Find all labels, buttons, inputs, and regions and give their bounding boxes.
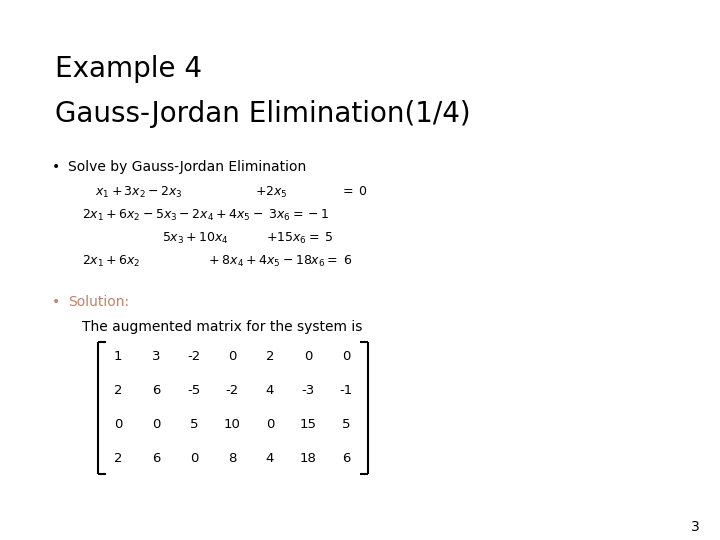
Text: -1: -1 <box>339 384 353 397</box>
Text: -2: -2 <box>187 350 201 363</box>
Text: -3: -3 <box>302 384 315 397</box>
Text: -2: -2 <box>225 384 238 397</box>
Text: Solve by Gauss-Jordan Elimination: Solve by Gauss-Jordan Elimination <box>68 160 306 174</box>
Text: Example 4: Example 4 <box>55 55 202 83</box>
Text: 3: 3 <box>152 350 161 363</box>
Text: 5: 5 <box>190 418 198 431</box>
Text: 0: 0 <box>190 452 198 465</box>
Text: 0: 0 <box>228 350 236 363</box>
Text: 15: 15 <box>300 418 317 431</box>
Text: 18: 18 <box>300 452 316 465</box>
Text: 0: 0 <box>304 350 312 363</box>
Text: 0: 0 <box>342 350 350 363</box>
Text: 4: 4 <box>266 384 274 397</box>
Text: 2: 2 <box>266 350 274 363</box>
Text: 5: 5 <box>342 418 350 431</box>
Text: 2: 2 <box>114 384 122 397</box>
Text: $+2x_5$: $+2x_5$ <box>255 185 288 200</box>
Text: Solution:: Solution: <box>68 295 129 309</box>
Text: 1: 1 <box>114 350 122 363</box>
Text: 6: 6 <box>152 384 160 397</box>
Text: $=\;0$: $=\;0$ <box>340 185 368 198</box>
Text: $x_1+3x_2-2x_3$: $x_1+3x_2-2x_3$ <box>95 185 183 200</box>
Text: -5: -5 <box>187 384 201 397</box>
Text: •: • <box>52 295 60 309</box>
Text: $5x_3+10x_4$: $5x_3+10x_4$ <box>162 231 229 246</box>
Text: 0: 0 <box>152 418 160 431</box>
Text: $2x_1+6x_2$: $2x_1+6x_2$ <box>82 254 140 269</box>
Text: 4: 4 <box>266 452 274 465</box>
Text: 8: 8 <box>228 452 236 465</box>
Text: •: • <box>52 160 60 174</box>
Text: $+\;8x_4+4x_5-18x_6=\;6$: $+\;8x_4+4x_5-18x_6=\;6$ <box>208 254 352 269</box>
Text: 0: 0 <box>266 418 274 431</box>
Text: $+15x_6=\;5$: $+15x_6=\;5$ <box>266 231 333 246</box>
Text: 2: 2 <box>114 452 122 465</box>
Text: 6: 6 <box>152 452 160 465</box>
Text: The augmented matrix for the system is: The augmented matrix for the system is <box>82 320 362 334</box>
Text: 10: 10 <box>224 418 240 431</box>
Text: Gauss-Jordan Elimination(1/4): Gauss-Jordan Elimination(1/4) <box>55 100 471 128</box>
Text: 0: 0 <box>114 418 122 431</box>
Text: 6: 6 <box>342 452 350 465</box>
Text: 3: 3 <box>691 520 700 534</box>
Text: $2x_1+6x_2-5x_3-2x_4+4x_5-\;3x_6=-1$: $2x_1+6x_2-5x_3-2x_4+4x_5-\;3x_6=-1$ <box>82 208 329 223</box>
